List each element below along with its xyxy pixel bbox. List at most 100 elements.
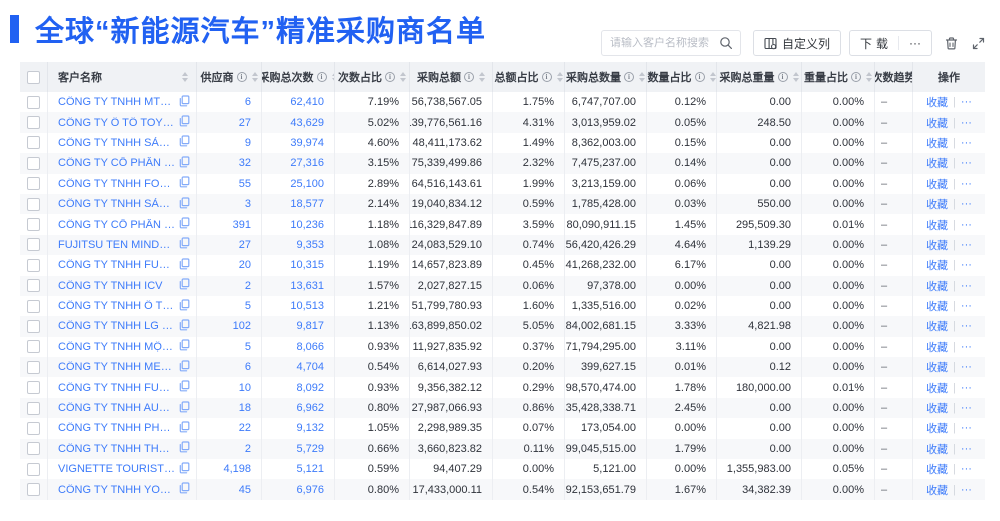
copy-icon[interactable] [179, 421, 190, 436]
row-checkbox[interactable] [27, 156, 40, 170]
row-checkbox[interactable] [27, 238, 40, 252]
column-header-times[interactable]: 采购总次数 [262, 62, 335, 92]
times-value-link[interactable]: 25,100 [290, 177, 324, 190]
times-value-link[interactable]: 13,631 [290, 279, 324, 292]
supplier-value-link[interactable]: 22 [238, 422, 251, 435]
info-icon[interactable] [777, 72, 788, 82]
times-value-link[interactable]: 9,817 [296, 320, 324, 333]
times-value-link[interactable]: 10,513 [290, 300, 324, 313]
supplier-value-link[interactable]: 20 [238, 259, 251, 272]
favorite-button[interactable]: 收藏 [926, 464, 949, 477]
times-value-link[interactable]: 62,410 [290, 96, 324, 109]
column-header-weight_pct[interactable]: 重量占比 [802, 62, 875, 92]
info-icon[interactable] [624, 72, 634, 82]
row-checkbox[interactable] [27, 442, 40, 456]
times-value-link[interactable]: 10,236 [290, 218, 324, 231]
times-value-link[interactable]: 27,316 [290, 157, 324, 170]
toolbar-more-button[interactable]: ··· [899, 31, 931, 55]
times-value-link[interactable]: 5,729 [296, 442, 324, 455]
favorite-button[interactable]: 收藏 [926, 260, 949, 273]
favorite-button[interactable]: 收藏 [926, 239, 949, 252]
copy-icon[interactable] [179, 298, 190, 314]
search-icon[interactable] [719, 36, 733, 50]
row-checkbox[interactable] [27, 483, 40, 497]
copy-icon[interactable] [179, 115, 190, 130]
row-checkbox[interactable] [27, 299, 40, 313]
buyer-name-link[interactable]: CÔNG TY TNHH AUTEL VIỆT N... [58, 402, 175, 415]
favorite-button[interactable]: 收藏 [926, 117, 949, 130]
info-icon[interactable] [385, 72, 395, 82]
row-more-button[interactable]: ··· [960, 136, 972, 149]
sort-icon[interactable] [479, 72, 485, 82]
buyer-name-link[interactable]: CÔNG TY TNHH ICV [58, 279, 163, 292]
supplier-value-link[interactable]: 32 [238, 157, 251, 170]
row-checkbox[interactable] [27, 95, 40, 109]
info-icon[interactable] [464, 72, 474, 82]
times-value-link[interactable]: 9,132 [296, 422, 324, 435]
row-checkbox[interactable] [27, 136, 40, 150]
row-more-button[interactable]: ··· [960, 442, 972, 455]
row-checkbox[interactable] [27, 116, 40, 130]
supplier-value-link[interactable]: 2 [244, 442, 251, 455]
sort-icon[interactable] [182, 72, 188, 82]
row-checkbox[interactable] [27, 360, 40, 374]
supplier-value-link[interactable]: 27 [238, 116, 251, 129]
buyer-name-link[interactable]: VIGNETTE TOURISTIQUE G UNI... [58, 463, 175, 476]
buyer-name-link[interactable]: CÔNG TY TNHH YOKOWO VIỆT... [58, 483, 175, 496]
copy-icon[interactable] [179, 217, 190, 232]
row-more-button[interactable]: ··· [960, 483, 972, 496]
favorite-button[interactable]: 收藏 [926, 443, 949, 456]
supplier-value-link[interactable]: 4,198 [223, 463, 251, 476]
sort-icon[interactable] [793, 72, 799, 82]
row-more-button[interactable]: ··· [960, 361, 972, 374]
row-more-button[interactable]: ··· [960, 422, 972, 435]
supplier-value-link[interactable]: 2 [244, 279, 251, 292]
times-value-link[interactable]: 10,315 [290, 259, 324, 272]
buyer-name-link[interactable]: CÔNG TY TNHH PHÂN PHỐI T... [58, 422, 175, 435]
supplier-value-link[interactable]: 9 [244, 136, 251, 149]
favorite-button[interactable]: 收藏 [926, 362, 949, 375]
supplier-value-link[interactable]: 3 [244, 198, 251, 211]
buyer-name-link[interactable]: CÔNG TY TNHH LG ELECTRON... [58, 320, 175, 333]
row-checkbox[interactable] [27, 421, 40, 435]
sort-icon[interactable] [400, 72, 406, 82]
trash-icon[interactable] [944, 36, 959, 51]
info-icon[interactable] [541, 72, 552, 82]
buyer-name-link[interactable]: CÔNG TY TNHH MỘT THÀNH V... [58, 340, 175, 353]
column-header-amount[interactable]: 采购总额 [410, 62, 493, 92]
copy-icon[interactable] [179, 176, 190, 191]
row-more-button[interactable]: ··· [960, 259, 972, 272]
times-value-link[interactable]: 9,353 [296, 238, 324, 251]
sort-icon[interactable] [252, 72, 258, 82]
favorite-button[interactable]: 收藏 [926, 178, 949, 191]
copy-icon[interactable] [179, 135, 190, 150]
sort-icon[interactable] [710, 72, 716, 82]
row-checkbox[interactable] [27, 340, 40, 354]
column-header-times_pct[interactable]: 次数占比 [335, 62, 410, 92]
supplier-value-link[interactable]: 6 [244, 361, 251, 374]
favorite-button[interactable]: 收藏 [926, 301, 949, 314]
copy-icon[interactable] [179, 482, 190, 497]
column-header-qty[interactable]: 采购总数量 [565, 62, 647, 92]
select-all-checkbox[interactable] [27, 70, 40, 84]
favorite-button[interactable]: 收藏 [926, 403, 949, 416]
favorite-button[interactable]: 收藏 [926, 158, 949, 171]
times-value-link[interactable]: 6,976 [296, 483, 324, 496]
times-value-link[interactable]: 8,092 [296, 381, 324, 394]
favorite-button[interactable]: 收藏 [926, 219, 949, 232]
row-more-button[interactable]: ··· [960, 320, 972, 333]
row-more-button[interactable]: ··· [960, 218, 972, 231]
times-value-link[interactable]: 39,974 [290, 136, 324, 149]
search-input[interactable] [609, 37, 719, 49]
row-checkbox[interactable] [27, 279, 40, 293]
supplier-value-link[interactable]: 5 [244, 340, 251, 353]
favorite-button[interactable]: 收藏 [926, 199, 949, 212]
row-more-button[interactable]: ··· [960, 381, 972, 394]
row-checkbox[interactable] [27, 462, 40, 476]
buyer-name-link[interactable]: CÔNG TY TNHH THN AUTOPAR... [58, 442, 175, 455]
copy-icon[interactable] [179, 319, 190, 334]
copy-icon[interactable] [179, 400, 190, 416]
row-more-button[interactable]: ··· [960, 177, 972, 190]
row-checkbox[interactable] [27, 381, 40, 395]
row-checkbox[interactable] [27, 218, 40, 232]
